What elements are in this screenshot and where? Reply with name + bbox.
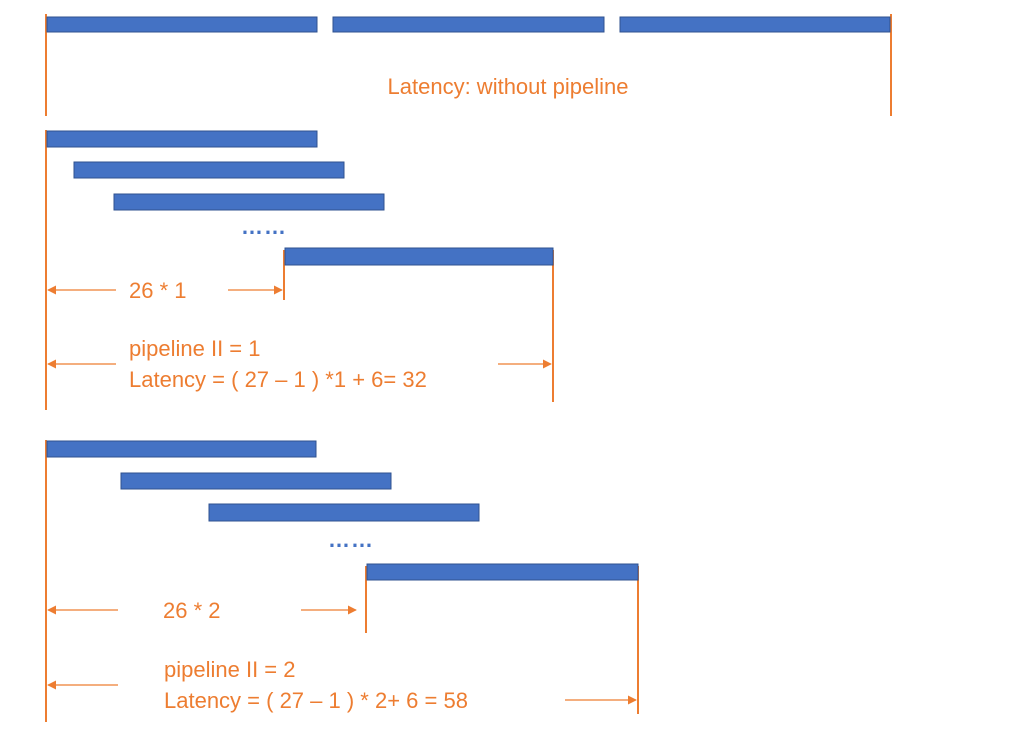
- ellipsis: ……: [328, 527, 374, 552]
- stage-bar: [619, 16, 891, 33]
- span-label: 26 * 1: [129, 278, 187, 303]
- stage-bar: [73, 161, 345, 179]
- stage-bar: [113, 193, 385, 211]
- stage-bar: [284, 247, 554, 266]
- latency-formula-label: Latency = ( 27 – 1 ) *1 + 6= 32: [129, 367, 427, 392]
- pipeline-ii-label: pipeline II = 2: [164, 657, 295, 682]
- section-pipeline-ii-1: …… 26 * 1 pipeline II = 1 Latency = ( 27…: [45, 130, 554, 410]
- latency-without-pipeline-label: Latency: without pipeline: [388, 74, 629, 99]
- stage-bar: [46, 16, 318, 33]
- ellipsis: ……: [241, 214, 287, 239]
- pipeline-ii-label: pipeline II = 1: [129, 336, 260, 361]
- stage-bar: [120, 472, 392, 490]
- stage-bar: [46, 440, 317, 458]
- latency-formula-label: Latency = ( 27 – 1 ) * 2+ 6 = 58: [164, 688, 468, 713]
- section-no-pipeline: Latency: without pipeline: [45, 14, 892, 116]
- span-label: 26 * 2: [163, 598, 221, 623]
- section-pipeline-ii-2: …… 26 * 2 pipeline II = 2 Latency = ( 27…: [45, 440, 639, 722]
- stage-bar: [366, 563, 639, 581]
- stage-bar: [208, 503, 480, 522]
- stage-bar: [46, 130, 318, 148]
- stage-bar: [332, 16, 605, 33]
